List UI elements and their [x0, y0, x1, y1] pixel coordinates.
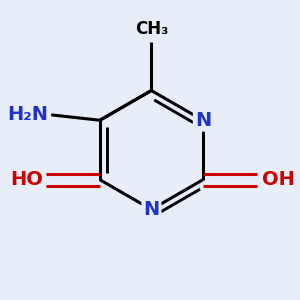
Text: HO: HO: [10, 170, 43, 189]
Text: N: N: [195, 111, 211, 130]
Text: H₂N: H₂N: [8, 105, 49, 124]
Text: N: N: [143, 200, 160, 219]
Text: CH₃: CH₃: [135, 20, 168, 38]
Text: OH: OH: [262, 170, 295, 189]
